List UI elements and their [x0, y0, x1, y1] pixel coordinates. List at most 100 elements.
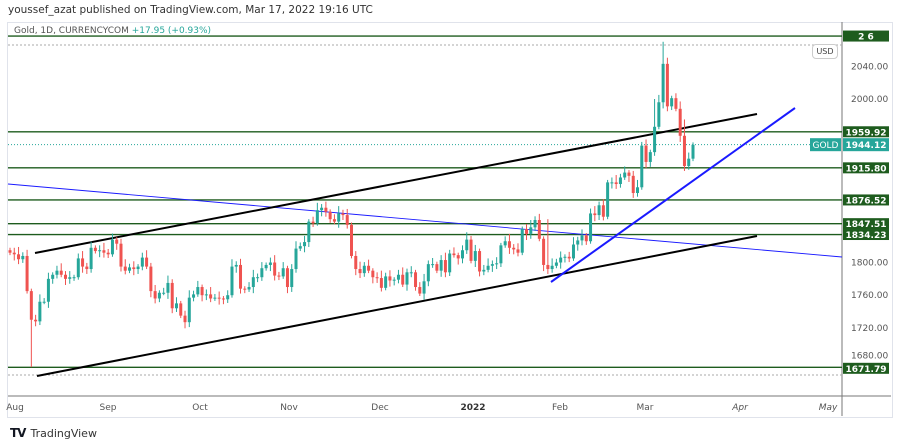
candle [21, 252, 25, 263]
candle [324, 201, 328, 217]
candle-body [166, 282, 170, 293]
candle [106, 249, 110, 259]
candle [636, 179, 640, 197]
currency-badge[interactable]: USD [812, 44, 838, 59]
candle [665, 57, 669, 112]
candle-body [132, 267, 136, 270]
candle-body [443, 260, 447, 273]
candle [409, 266, 413, 278]
candle [414, 269, 418, 291]
candle-body [234, 264, 238, 267]
candle-body [277, 275, 281, 277]
candle-body [627, 172, 631, 176]
candle [217, 291, 221, 305]
candle [29, 288, 33, 368]
chart-frame [7, 22, 893, 418]
candle [367, 259, 371, 274]
candle-body [691, 144, 695, 159]
y-tick-label: 1720.00 [851, 324, 888, 334]
candle-body [345, 215, 349, 225]
candle [618, 173, 622, 188]
candle [102, 242, 106, 258]
candle [285, 265, 289, 294]
candle-body [209, 294, 213, 299]
level-price-label-bg [843, 30, 889, 42]
candle [209, 287, 213, 303]
candle [460, 245, 464, 264]
candle [653, 99, 657, 156]
candle [452, 247, 456, 258]
x-tick-label: Sep [100, 403, 117, 413]
candle [362, 262, 366, 277]
candle [196, 280, 200, 297]
candle-body [396, 274, 400, 280]
candle-body [418, 287, 422, 294]
candle [55, 265, 59, 279]
candle-body [183, 315, 187, 323]
tradingview-logo-icon[interactable]: TV [10, 426, 27, 440]
candle [166, 275, 170, 299]
candle [81, 251, 85, 273]
candle [473, 244, 477, 267]
level-price-label-bg [843, 229, 889, 241]
candle [490, 260, 494, 272]
candle [315, 202, 319, 226]
candle-body [34, 319, 38, 322]
candle-body [465, 239, 469, 251]
candle-body [230, 266, 234, 296]
candle [576, 236, 580, 251]
candle-body [422, 281, 426, 294]
candle-body [332, 219, 336, 222]
candle [546, 219, 550, 274]
blue-support-trendline [550, 107, 796, 283]
symbol-label[interactable]: Gold, 1D, CURRENCYCOM [14, 26, 129, 36]
level-price-label: 1834.23 [846, 231, 887, 241]
candle-body [81, 258, 85, 267]
candle [469, 235, 473, 264]
level-price-label-bg [843, 218, 889, 230]
candle-body [239, 264, 243, 289]
price-change: +17.95 (+0.93%) [131, 26, 212, 36]
candle [623, 166, 627, 180]
candle-body [63, 274, 67, 279]
candle [226, 290, 230, 303]
candle-body [460, 250, 464, 259]
candle-body [145, 257, 149, 267]
candle [162, 287, 166, 296]
level-price-label: 1671.79 [846, 365, 887, 375]
candle-body [324, 207, 328, 212]
candle [512, 244, 516, 255]
candle-body [196, 287, 200, 295]
candle [89, 241, 93, 273]
candle-body [98, 250, 102, 252]
candle-body [426, 264, 430, 282]
candle [435, 261, 439, 274]
candle [239, 258, 243, 294]
candle-body [554, 262, 558, 266]
candle [507, 233, 511, 254]
candle-body [473, 251, 477, 261]
candle-body [478, 251, 482, 272]
candle-body [456, 255, 460, 259]
candle [290, 264, 294, 292]
candle [644, 139, 648, 169]
candle [379, 270, 383, 292]
candle [187, 290, 191, 328]
candle-body [311, 221, 315, 224]
candle [422, 273, 426, 300]
candle-body [571, 244, 575, 259]
brand-name[interactable]: TradingView [30, 426, 97, 440]
candle-body [525, 228, 529, 234]
candle-body [636, 187, 640, 194]
candle-body [682, 135, 686, 167]
y-tick-label: 2000.00 [851, 95, 888, 105]
candle [136, 264, 140, 274]
candle [537, 213, 541, 242]
candle [337, 206, 341, 228]
candle [601, 199, 605, 221]
candle-body [149, 266, 153, 292]
candle-body [486, 265, 490, 270]
candle [303, 235, 307, 253]
candle-body [674, 98, 678, 109]
